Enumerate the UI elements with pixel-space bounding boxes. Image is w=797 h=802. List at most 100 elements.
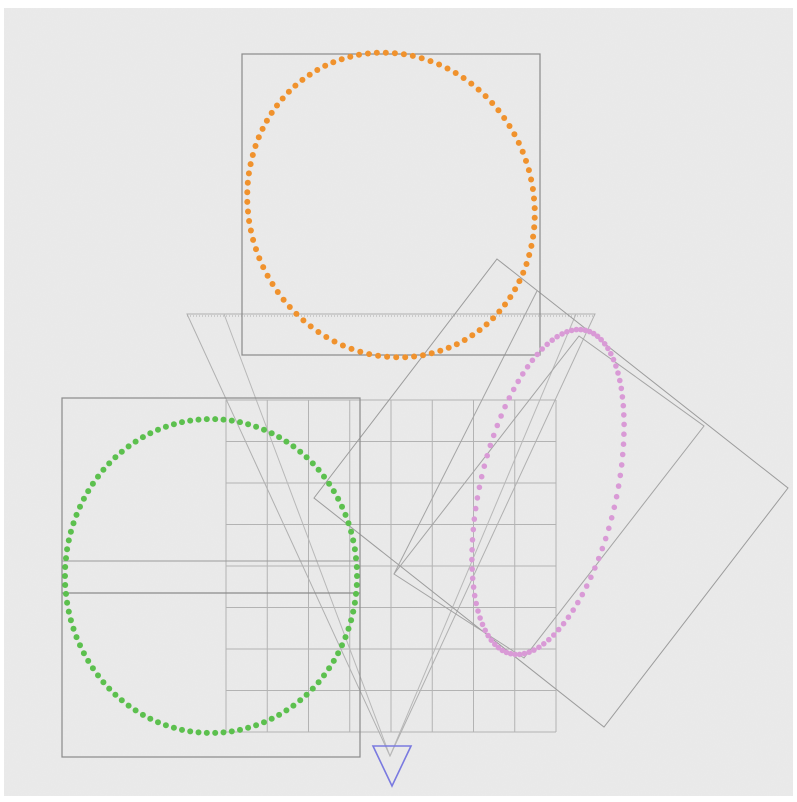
pink-dotted-ellipse-dot: [476, 484, 483, 491]
orange-dotted-ellipse-dot: [495, 107, 502, 114]
green-dotted-ellipse-dot: [132, 438, 139, 445]
pink-dotted-ellipse-dot: [573, 326, 580, 333]
pink-dotted-ellipse-dot: [470, 584, 477, 590]
pink-dotted-ellipse-dot: [487, 442, 494, 449]
green-dotted-ellipse-dot: [354, 573, 360, 579]
green-dotted-ellipse-dot: [132, 707, 139, 714]
pink-dotted-ellipse-dot: [469, 556, 475, 563]
rotated-square-inner: [393, 335, 705, 659]
green-dotted-ellipse-dot: [85, 657, 92, 664]
pink-dotted-ellipse-dot: [481, 463, 488, 470]
orange-dotted-ellipse-dot: [528, 242, 535, 249]
green-dotted-ellipse-dot: [348, 528, 355, 535]
orange-dotted-ellipse: [244, 49, 538, 361]
green-dotted-ellipse-dot: [64, 599, 71, 606]
pink-dotted-ellipse-dot: [471, 592, 478, 599]
pink-dotted-ellipse-dot: [611, 504, 618, 511]
green-dotted-ellipse-dot: [155, 426, 161, 433]
orange-dotted-ellipse-dot: [420, 352, 426, 359]
green-dotted-ellipse-dot: [276, 434, 283, 441]
orange-dotted-ellipse-dot: [322, 62, 329, 69]
pink-dotted-ellipse-dot: [588, 574, 594, 581]
green-dotted-ellipse-dot: [179, 419, 185, 426]
pink-dotted-ellipse-dot: [478, 473, 485, 480]
pink-dotted-ellipse-dot: [495, 644, 502, 651]
orange-dotted-ellipse-dot: [314, 67, 321, 73]
green-dotted-ellipse-dot: [106, 685, 113, 692]
orange-dotted-ellipse-dot: [256, 255, 263, 262]
green-dotted-ellipse-dot: [162, 722, 169, 729]
orange-dotted-ellipse-dot: [382, 49, 389, 56]
orange-square-frame: [241, 53, 541, 356]
green-dotted-ellipse-dot: [276, 711, 283, 718]
pink-dotted-ellipse-dot: [498, 413, 504, 419]
orange-dotted-ellipse-dot: [400, 51, 407, 58]
pink-dotted-ellipse-dot: [565, 614, 572, 620]
green-dotted-ellipse-dot: [297, 697, 304, 704]
orange-dotted-ellipse-dot: [469, 332, 476, 339]
green-dotted-ellipse-dot: [112, 454, 119, 461]
orange-dotted-ellipse-dot: [437, 347, 444, 354]
pink-dotted-ellipse-dot: [583, 583, 590, 589]
green-dotted-ellipse-dot: [95, 473, 101, 480]
green-dotted-ellipse-dot: [112, 691, 119, 698]
blue-triangle-marker: [371, 745, 413, 788]
pink-dotted-ellipse-dot: [477, 615, 483, 621]
orange-dotted-ellipse-dot: [411, 353, 418, 360]
orange-dotted-ellipse-dot: [338, 56, 345, 63]
green-dotted-ellipse-dot: [89, 480, 96, 487]
pink-dotted-ellipse-dot: [492, 641, 498, 648]
green-dotted-ellipse-dot: [326, 665, 333, 672]
pink-dotted-ellipse-dot: [570, 607, 576, 613]
green-dotted-ellipse-dot: [321, 672, 327, 679]
pink-dotted-ellipse-dot: [544, 341, 550, 348]
orange-dotted-ellipse-dot: [528, 176, 535, 183]
orange-dotted-ellipse-dot: [525, 167, 532, 174]
green-dotted-ellipse-dot: [70, 520, 77, 527]
pink-dotted-ellipse-dot: [617, 472, 624, 479]
pink-dotted-ellipse-dot: [531, 647, 537, 653]
orange-dotted-ellipse-dot: [260, 264, 267, 271]
green-dotted-ellipse-dot: [339, 642, 345, 649]
orange-dotted-ellipse-dot: [274, 289, 281, 295]
green-dotted-ellipse-dot: [89, 665, 96, 672]
green-dotted-ellipse-dot: [65, 537, 72, 544]
green-dotted-ellipse-dot: [195, 416, 202, 423]
green-dotted-ellipse-dot: [237, 726, 243, 733]
orange-dotted-ellipse-dot: [280, 296, 287, 303]
pink-dotted-ellipse: [469, 326, 627, 658]
pink-dotted-ellipse-dot: [555, 626, 562, 633]
orange-dotted-ellipse-dot: [315, 329, 322, 335]
pink-dotted-ellipse-dot: [608, 515, 615, 521]
green-dotted-ellipse-dot: [77, 642, 83, 649]
pink-dotted-ellipse-dot: [621, 412, 627, 418]
green-dotted-ellipse-dot: [245, 421, 252, 428]
green-dotted-ellipse-dot: [195, 729, 202, 736]
green-dotted-ellipse-dot: [261, 426, 267, 433]
orange-dotted-ellipse-dot: [339, 342, 346, 349]
pink-dotted-ellipse-dot: [618, 462, 625, 468]
orange-dotted-ellipse-dot: [292, 82, 299, 89]
green-dotted-ellipse-dot: [118, 697, 125, 704]
green-dotted-ellipse-dot: [253, 423, 260, 430]
green-dotted-ellipse-dot: [62, 573, 68, 579]
orange-dotted-ellipse-dot: [452, 70, 459, 76]
orange-dotted-ellipse-dot: [523, 261, 530, 267]
green-dotted-ellipse-dot: [203, 416, 210, 423]
green-dotted-ellipse-dot: [106, 460, 113, 467]
orange-dotted-ellipse-dot: [246, 218, 253, 224]
paper-texture: [4, 8, 793, 796]
rotated-square-diagonal: [393, 290, 538, 575]
green-dotted-ellipse-dot: [179, 726, 185, 733]
orange-dotted-ellipse-dot: [255, 134, 262, 141]
pink-dotted-ellipse-dot: [602, 535, 609, 542]
orange-dotted-ellipse-dot: [418, 55, 425, 62]
pink-dotted-ellipse-dot: [488, 637, 495, 643]
green-dotted-ellipse-dot: [283, 707, 290, 714]
green-dotted-ellipse-dot: [268, 715, 275, 722]
orange-dotted-ellipse-dot: [496, 308, 503, 315]
pink-dotted-ellipse-dot: [472, 505, 479, 512]
orange-dotted-ellipse-dot: [530, 233, 537, 240]
green-dotted-ellipse-dot: [309, 460, 316, 467]
green-dotted-ellipse-dot: [342, 634, 349, 641]
